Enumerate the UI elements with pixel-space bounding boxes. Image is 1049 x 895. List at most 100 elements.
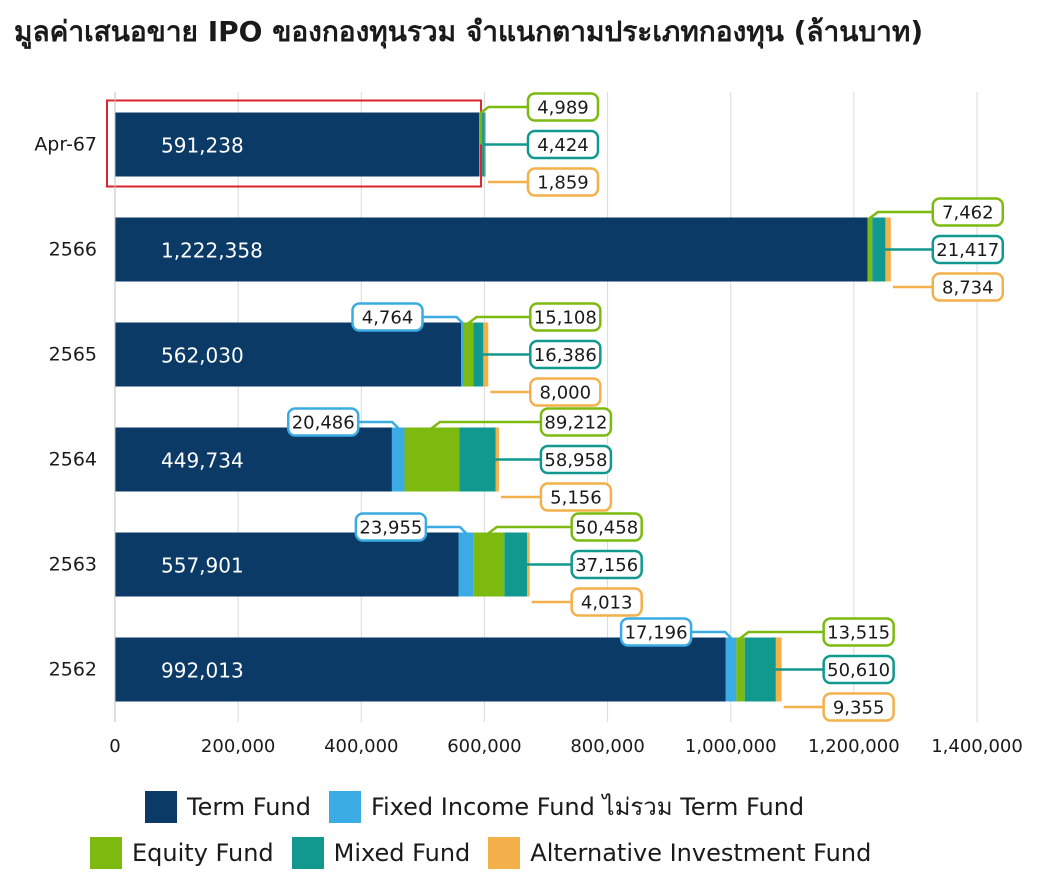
legend-item-term-fund: Term Fund xyxy=(145,790,311,823)
callout-mixed: 50,610 xyxy=(760,654,895,685)
bar-segment-term-fund-2563 xyxy=(115,532,459,597)
callout-box xyxy=(570,549,643,580)
callout-box xyxy=(822,617,895,647)
data-label-mixed: 37,156 xyxy=(575,555,638,576)
bar-segment-mixed-fund-apr-67 xyxy=(482,112,485,177)
callout-box xyxy=(529,302,602,332)
callout-box xyxy=(539,407,613,437)
category-label-2566: 2566 xyxy=(49,239,97,261)
legend-label-term-fund: Term Fund xyxy=(187,792,311,821)
data-label-alt: 8,000 xyxy=(540,383,592,404)
callout-leader-line xyxy=(479,105,528,145)
bar-segment-fixed-income-fund-term-fund-2565 xyxy=(461,322,464,387)
data-label-equity: 13,515 xyxy=(827,623,890,644)
bar-segment-fixed-income-fund-term-fund-2563 xyxy=(458,532,474,597)
callout-mixed: 58,958 xyxy=(477,444,613,475)
x-tick-label: 1,400,000 xyxy=(931,736,1023,757)
callout-box xyxy=(822,692,895,722)
data-label-mixed: 50,610 xyxy=(827,660,890,681)
data-label-mixed: 58,958 xyxy=(544,450,607,471)
x-tick-label: 400,000 xyxy=(324,736,398,757)
callout-box xyxy=(822,654,895,685)
data-label-term: 992,013 xyxy=(161,659,244,683)
x-tick-label: 0 xyxy=(109,736,120,757)
data-label-fixed: 23,955 xyxy=(359,518,422,539)
callout-box xyxy=(931,272,1005,302)
callout-mixed: 37,156 xyxy=(515,549,643,580)
callout-box xyxy=(570,512,643,542)
callout-alt: 8,734 xyxy=(892,272,1005,302)
data-label-alt: 4,013 xyxy=(581,593,633,614)
x-tick-label: 1,000,000 xyxy=(685,736,777,757)
x-tick-label: 200,000 xyxy=(201,736,275,757)
callout-box xyxy=(529,377,602,407)
x-tick-label: 600,000 xyxy=(447,736,521,757)
callout-fixed: 20,486 xyxy=(286,407,400,456)
callout-leader-line xyxy=(422,315,464,351)
legend-swatch-alternative-investment-fund xyxy=(488,837,521,869)
data-label-mixed: 4,424 xyxy=(537,135,589,156)
data-label-term: 562,030 xyxy=(161,344,244,368)
data-label-equity: 7,462 xyxy=(942,203,994,224)
axes: 0 200,000 400,000 600,000 800,000 1,000,000 1,… xyxy=(34,92,1023,757)
data-label-equity: 4,989 xyxy=(537,98,589,119)
data-label-fixed: 17,196 xyxy=(625,623,688,644)
category-label-2563: 2563 xyxy=(49,554,97,576)
callout-leader-line xyxy=(425,525,468,561)
callout-equity: 89,212 xyxy=(430,407,613,460)
callout-leader-line xyxy=(358,420,400,456)
grid-lines xyxy=(237,92,978,722)
callout-mixed: 21,417 xyxy=(878,234,1005,265)
data-label-alt: 8,734 xyxy=(942,278,994,299)
data-label-mixed: 16,386 xyxy=(534,345,597,366)
data-label-callouts: 4,989 4,424 1,859 7,462 21,417 8,734 15,108 16,… xyxy=(286,92,1005,722)
callout-box xyxy=(931,197,1005,227)
category-label-2565: 2565 xyxy=(49,344,97,366)
data-label-alt: 1,859 xyxy=(537,173,589,194)
category-label-2564: 2564 xyxy=(49,449,97,471)
callout-fixed: 23,955 xyxy=(354,512,468,561)
category-label-apr-67: Apr-67 xyxy=(34,134,97,156)
data-label-fixed: 4,764 xyxy=(362,308,414,329)
bar-segment-term-fund-2566 xyxy=(115,217,868,282)
callout-leader-line xyxy=(868,210,933,250)
callout-box xyxy=(570,587,643,617)
legend-swatch-term-fund xyxy=(145,790,177,823)
callout-fixed: 17,196 xyxy=(619,617,733,666)
data-label-term: 449,734 xyxy=(161,449,244,473)
callout-mixed: 16,386 xyxy=(478,339,602,370)
legend-swatch-fixed-income-fund xyxy=(328,790,361,823)
callout-box xyxy=(351,302,424,332)
callout-box xyxy=(539,482,613,512)
callout-alt: 1,859 xyxy=(487,167,600,197)
callout-equity: 7,462 xyxy=(868,197,1005,250)
callout-equity: 50,458 xyxy=(487,512,643,565)
data-label-fixed: 20,486 xyxy=(292,413,355,434)
callout-equity: 13,515 xyxy=(739,617,895,670)
legend-item-equity-fund: Equity Fund xyxy=(90,837,274,869)
data-label-equity: 15,108 xyxy=(534,308,597,329)
legend-swatch-mixed-fund xyxy=(291,837,324,869)
callout-box xyxy=(526,129,600,160)
legend-label-equity-fund: Equity Fund xyxy=(132,839,274,867)
callout-fixed: 4,764 xyxy=(351,302,464,351)
callout-box xyxy=(539,444,613,475)
data-label-alt: 5,156 xyxy=(550,488,602,509)
callout-box xyxy=(526,92,600,122)
callout-leader-line xyxy=(487,525,572,565)
callout-alt: 9,355 xyxy=(783,692,895,722)
bar-segment-term-fund-apr-67 xyxy=(115,112,480,177)
bar-segment-term-fund-2562 xyxy=(115,637,726,702)
callout-box xyxy=(526,167,600,197)
data-label-term: 1,222,358 xyxy=(161,239,263,263)
bars: 591,238 1,222,358 562,030 449,734 557,901 992… xyxy=(106,99,891,702)
chart-title: มูลค่าเสนอขาย IPO ของกองทุนรวม จำแนกตามป… xyxy=(14,15,924,48)
callout-box xyxy=(354,512,428,542)
legend-item-alternative-investment-fund: Alternative Investment Fund xyxy=(488,837,871,869)
bar-segment-fixed-income-fund-term-fund-2562 xyxy=(725,637,737,702)
bar-segment-term-fund-2564 xyxy=(115,427,392,492)
bar-segment-fixed-income-fund-term-fund-2564 xyxy=(391,427,405,492)
callout-leader-line xyxy=(430,420,541,460)
data-label-term: 557,901 xyxy=(161,554,244,578)
callout-leader-line xyxy=(691,630,733,666)
